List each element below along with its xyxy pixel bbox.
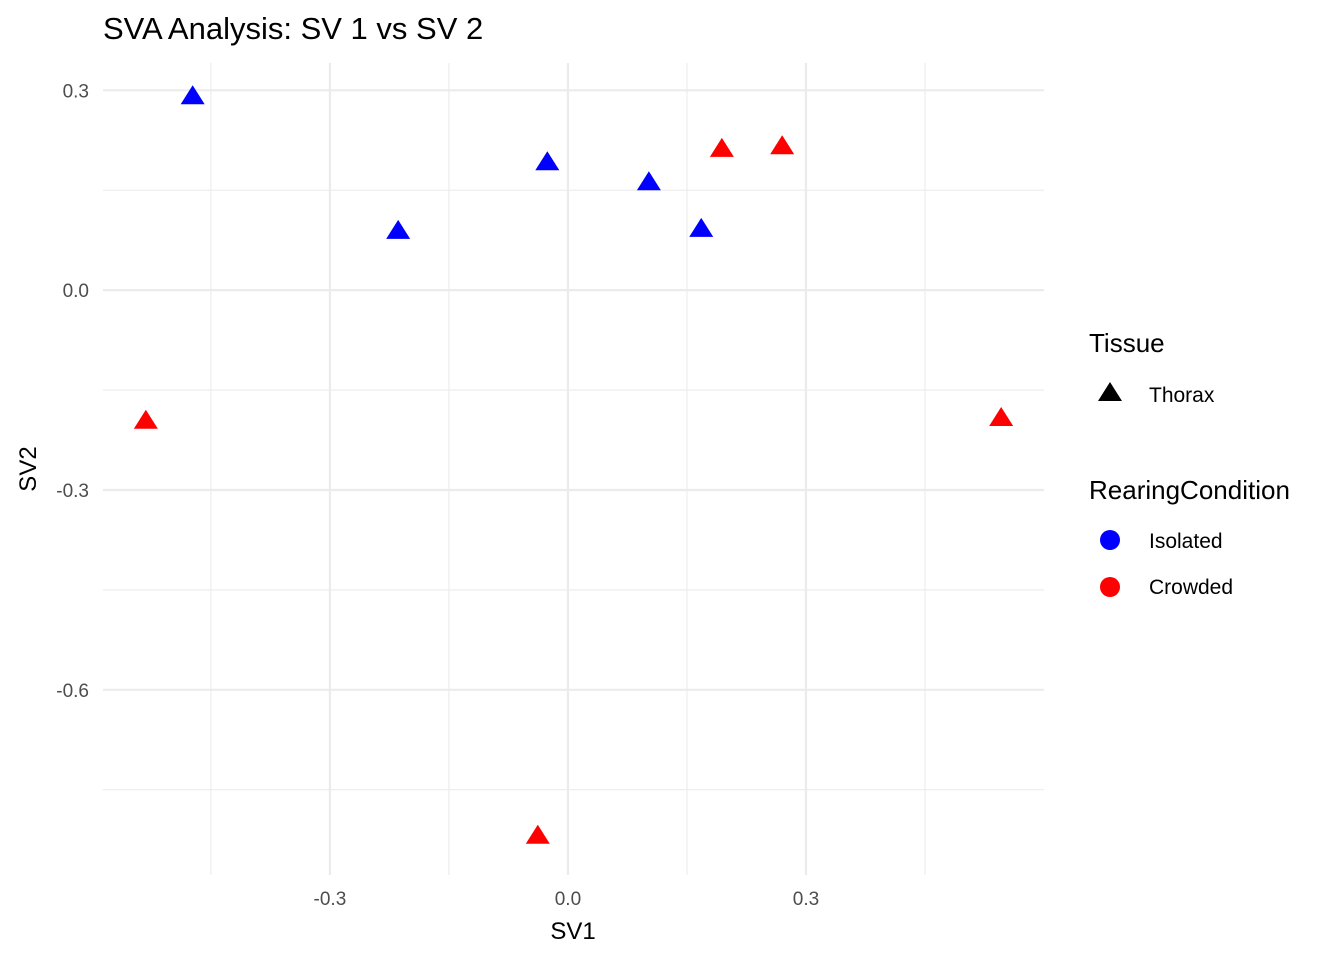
x-axis-title: SV1 [550,918,595,945]
legend-label-thorax: Thorax [1149,384,1215,407]
legend-label-crowded: Crowded [1149,576,1233,599]
point-isolated [689,217,714,237]
point-crowded [133,409,158,429]
legend-title-tissue: Tissue [1089,328,1165,358]
triangle-icon [1098,382,1122,401]
point-isolated [535,151,560,171]
legend-rearing-condition: RearingCondition Isolated Crowded [1089,475,1290,599]
point-isolated [386,219,411,239]
legend-label-isolated: Isolated [1149,530,1223,553]
circle-icon-crowded [1100,577,1120,597]
y-tick-label: 0.0 [63,281,89,302]
chart-title: SVA Analysis: SV 1 vs SV 2 [103,11,483,46]
circle-icon-isolated [1100,530,1120,550]
y-axis-title: SV2 [15,446,42,491]
x-tick-label: -0.3 [314,889,347,910]
point-crowded [770,135,795,155]
point-crowded [989,407,1014,427]
legend-tissue: Tissue Thorax [1089,328,1215,407]
point-isolated [180,85,205,105]
grid [103,63,1044,875]
x-tick-label: 0.0 [555,889,581,910]
point-crowded [525,824,550,844]
x-tick-label: 0.3 [793,889,819,910]
y-tick-label: -0.3 [56,481,89,502]
data-points [133,85,1014,844]
y-tick-label: 0.3 [63,81,89,102]
tick-labels: -0.3 0.0 0.3 0.3 0.0 -0.3 -0.6 [56,81,819,910]
y-tick-label: -0.6 [56,681,89,702]
point-crowded [709,137,734,157]
legend-title-rearing: RearingCondition [1089,475,1290,505]
point-isolated [636,171,661,191]
